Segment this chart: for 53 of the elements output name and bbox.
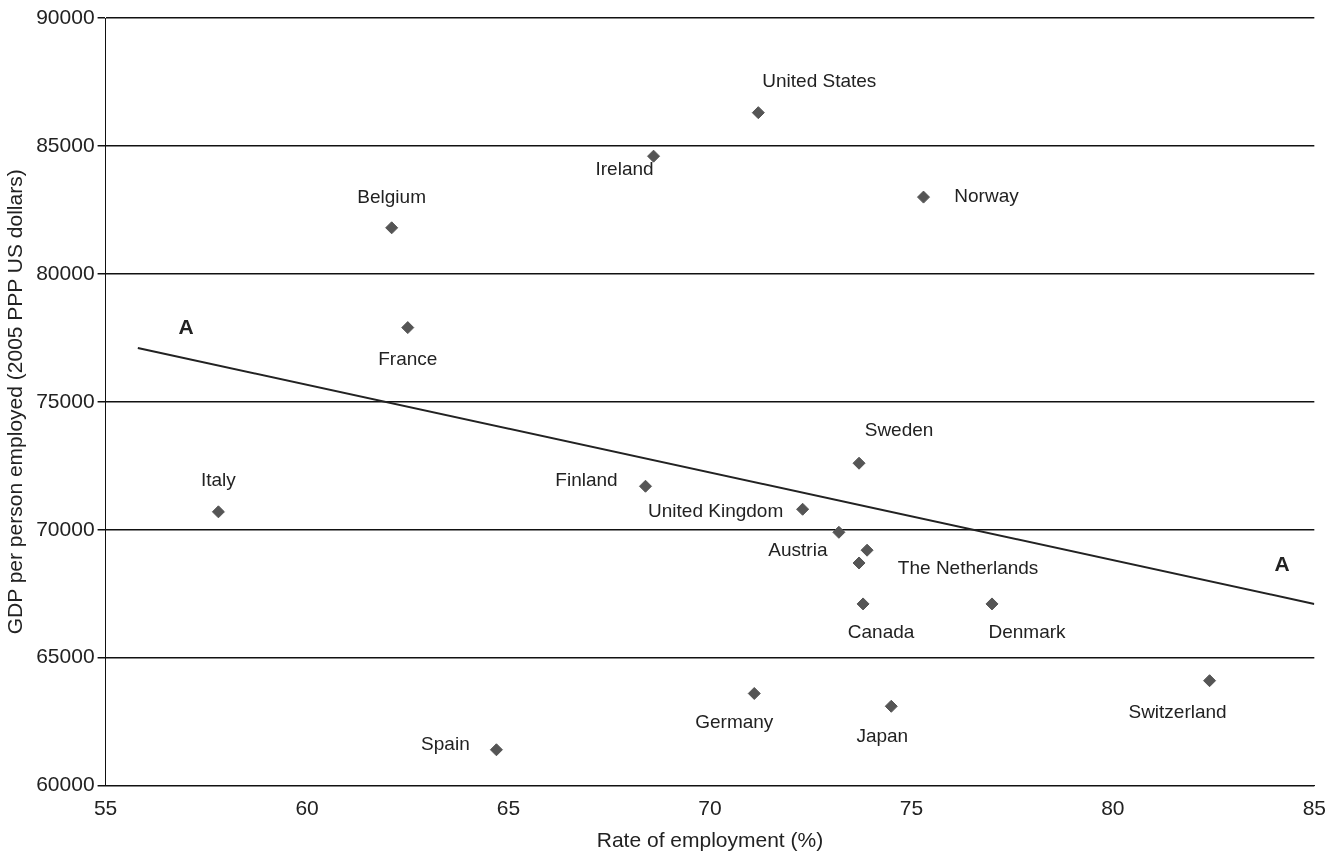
annotation: Japan: [856, 724, 909, 746]
point: [852, 556, 866, 570]
point: [917, 190, 930, 204]
annotation: Norway: [954, 185, 1020, 207]
annotation: A: [1274, 551, 1290, 575]
y-tick-label: 60000: [36, 772, 95, 796]
annotation: Austria: [768, 538, 828, 560]
y-tick-label: 85000: [36, 132, 95, 156]
point: [852, 456, 866, 470]
x-tick-label: 55: [93, 796, 118, 819]
x-tick-label: 75: [899, 796, 924, 819]
x-tick-label: 80: [1101, 796, 1125, 819]
point: [401, 321, 415, 335]
point: [860, 543, 874, 557]
annotation: Belgium: [357, 186, 426, 208]
point: [884, 699, 898, 713]
point: [647, 149, 661, 163]
y-tick-label: 80000: [36, 260, 95, 284]
point: [489, 743, 503, 757]
point: [985, 597, 999, 611]
annotation: United Kingdom: [648, 500, 784, 522]
x-tick-label: 85: [1302, 796, 1326, 819]
annotation: France: [378, 347, 438, 369]
annotation: Switzerland: [1128, 700, 1227, 722]
annotation: Ireland: [595, 158, 654, 180]
annotation: Canada: [847, 621, 915, 643]
point: [211, 505, 225, 519]
annotation: A: [178, 315, 194, 339]
y-axis-title: GDP per person employed (2005 PPP US dollars): [3, 169, 27, 635]
y-tick-label: 65000: [36, 644, 95, 668]
point: [1203, 674, 1217, 688]
point: [385, 221, 399, 235]
annotation: Italy: [200, 469, 237, 491]
annotation: United States: [762, 69, 877, 91]
y-tick-label: 70000: [36, 516, 95, 540]
annotation: The Netherlands: [897, 557, 1039, 579]
x-tick-label: 70: [698, 796, 722, 819]
point: [856, 597, 870, 611]
annotation: Finland: [555, 469, 618, 491]
point: [638, 479, 652, 493]
annotation: Denmark: [988, 621, 1067, 643]
y-tick-label: 75000: [36, 388, 95, 412]
point: [747, 686, 761, 700]
annotation: Sweden: [864, 419, 934, 441]
annotation: Germany: [695, 710, 774, 732]
point: [751, 106, 765, 120]
point: [796, 502, 810, 516]
x-axis-title: Rate of employment (%): [596, 828, 824, 852]
x-tick-label: 65: [496, 796, 521, 819]
x-tick-label: 60: [295, 796, 319, 819]
annotation: Spain: [421, 733, 470, 755]
y-tick-label: 90000: [36, 4, 95, 28]
point: [832, 525, 846, 539]
